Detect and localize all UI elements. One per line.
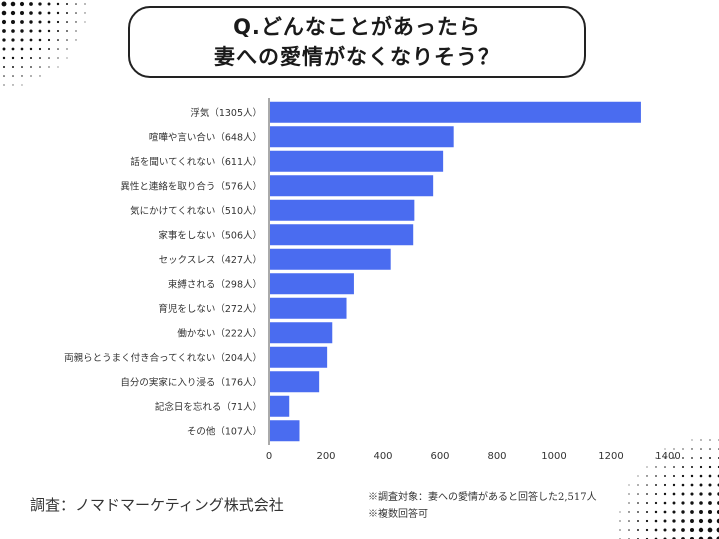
bar bbox=[270, 346, 328, 368]
bar bbox=[270, 199, 415, 221]
x-tick-label: 800 bbox=[487, 451, 506, 462]
category-label: セックスレス（427人） bbox=[159, 254, 262, 266]
category-label: 喧嘩や言い合い（648人） bbox=[149, 131, 262, 143]
x-tick-label: 1000 bbox=[541, 451, 566, 462]
category-label: 異性と連絡を取り合う（576人） bbox=[120, 180, 262, 192]
category-label: 話を聞いてくれない（611人） bbox=[130, 156, 262, 168]
bar bbox=[270, 224, 414, 246]
survey-notes: ※調査対象：妻への愛情があると回答した2,517人 ※複数回答可 bbox=[368, 489, 597, 523]
category-label: 浮気（1305人） bbox=[190, 107, 262, 119]
category-label: 自分の実家に入り浸る（176人） bbox=[120, 376, 262, 388]
bar bbox=[270, 322, 333, 344]
category-label: 家事をしない（506人） bbox=[158, 229, 262, 241]
title-line-1: Q.どんなことがあったら bbox=[233, 15, 481, 39]
category-label: 気にかけてくれない（510人） bbox=[130, 205, 262, 217]
title-box: Q.どんなことがあったら 妻への愛情がなくなりそう？ bbox=[128, 6, 586, 78]
category-label: 束縛される（298人） bbox=[168, 278, 262, 290]
bar bbox=[270, 126, 454, 148]
x-tick-label: 400 bbox=[373, 451, 392, 462]
bar bbox=[270, 175, 434, 197]
bar bbox=[270, 273, 354, 295]
bar bbox=[270, 395, 290, 417]
bar bbox=[270, 371, 320, 393]
bar bbox=[270, 150, 444, 172]
category-label: 記念日を忘れる（71人） bbox=[155, 401, 262, 413]
x-tick-label: 200 bbox=[316, 451, 335, 462]
x-tick-label: 0 bbox=[266, 451, 272, 462]
category-label: その他（107人） bbox=[187, 425, 262, 437]
bar bbox=[270, 297, 347, 319]
title-line-2: 妻への愛情がなくなりそう？ bbox=[214, 45, 500, 69]
survey-note-multiple: ※複数回答可 bbox=[368, 509, 428, 520]
x-tick-label: 600 bbox=[430, 451, 449, 462]
category-label: 働かない（222人） bbox=[177, 327, 262, 339]
bar bbox=[270, 101, 641, 123]
category-label: 両親らとうまく付き合ってくれない（204人） bbox=[64, 352, 262, 364]
source-credit: 調査：ノマドマーケティング株式会社 bbox=[30, 496, 284, 514]
x-tick-label: 1400 bbox=[655, 451, 680, 462]
bar-chart: 浮気（1305人） 喧嘩や言い合い（648人） 話を聞いてくれない（611人） 異性と… bbox=[64, 98, 681, 462]
bar bbox=[270, 420, 300, 442]
category-label: 育児をしない（272人） bbox=[158, 303, 262, 315]
dot-pattern-top-left bbox=[1, 1, 86, 86]
x-tick-label: 1200 bbox=[598, 451, 623, 462]
survey-note-target: ※調査対象：妻への愛情があると回答した2,517人 bbox=[368, 492, 597, 503]
bar bbox=[270, 248, 391, 270]
